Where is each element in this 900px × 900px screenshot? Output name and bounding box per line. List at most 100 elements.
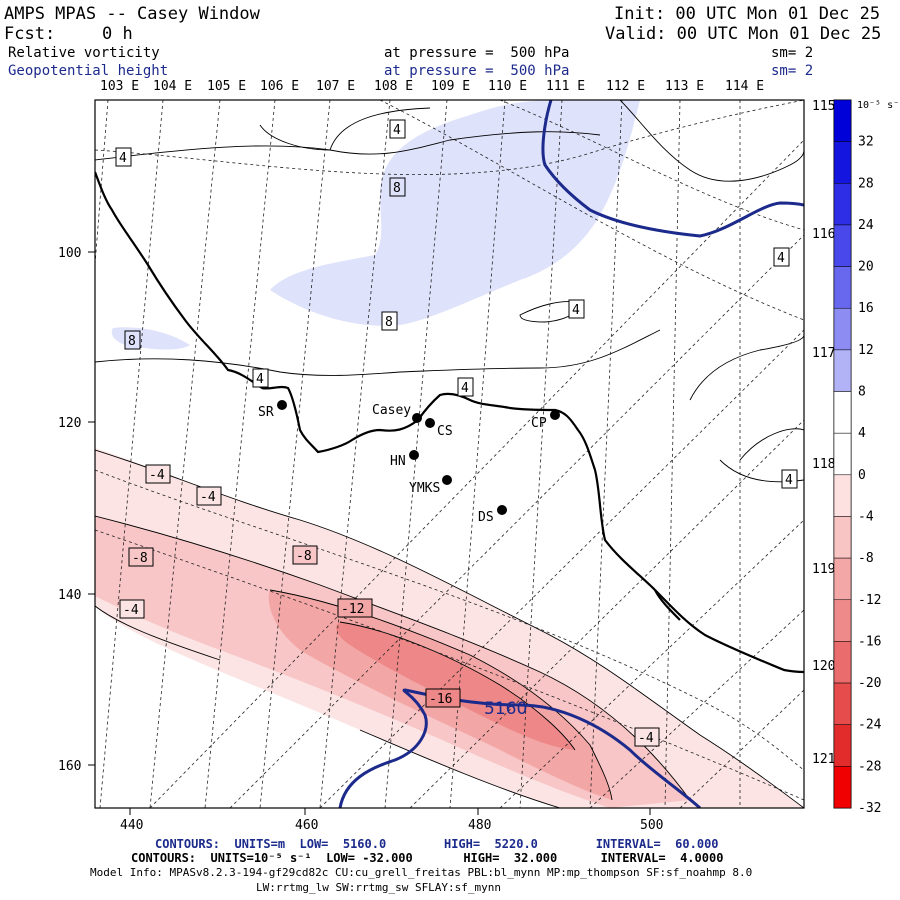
- vorticity-fill-neg16: [336, 622, 575, 750]
- colorbar-level: -8: [858, 551, 874, 566]
- lon-label-106: 106 E: [260, 79, 299, 94]
- contour-label: -4: [196, 486, 222, 506]
- colorbar-level: 32: [858, 135, 874, 150]
- contour-label: -4: [145, 464, 171, 484]
- field-height-smoothing: sm= 2: [771, 63, 814, 79]
- svg-text:4: 4: [572, 303, 580, 318]
- colorbar-level: -20: [858, 676, 881, 691]
- contour-label: 4: [457, 377, 474, 397]
- y-tick-160: 160: [58, 759, 81, 774]
- colorbar-level: -32: [858, 801, 881, 816]
- x-tick-460: 460: [295, 818, 318, 833]
- footer-model-info-2: LW:rrtmg_lw SW:rrtmg_sw SFLAY:sf_mynn: [256, 881, 502, 894]
- vorticity-fill-pos8: [270, 100, 640, 326]
- svg-text:8: 8: [128, 334, 136, 349]
- init-time: Init: 00 UTC Mon 01 Dec 25: [614, 4, 881, 24]
- lon-label-108: 108 E: [374, 79, 413, 94]
- latitude-grid: [95, 100, 804, 801]
- station-label-cp: CP: [531, 416, 547, 431]
- contour-label: 8: [381, 311, 398, 331]
- height-contour-5160: [338, 688, 702, 808]
- lon-label-112: 112 E: [606, 79, 645, 94]
- forecast-label: Fcst:: [4, 24, 56, 44]
- lon-label-114: 114 E: [725, 79, 764, 94]
- station-label-ds: DS: [478, 510, 494, 525]
- colorbar-level: 16: [858, 301, 874, 316]
- svg-text:-12: -12: [341, 602, 364, 617]
- station-marker-ds: [497, 505, 507, 515]
- map-frame: [94, 99, 805, 809]
- colorbar-box: [833, 224, 852, 267]
- svg-text:4: 4: [777, 251, 785, 266]
- colorbar-box: [833, 266, 852, 309]
- vorticity-fill-pos8-small: [111, 327, 190, 350]
- colorbar: 32 28 24 20 16 12 8 4 0 -4 -8 -12 -16 -20 -24 -28 -32 10…: [833, 99, 900, 816]
- x-tick-480: 480: [468, 818, 491, 833]
- footer-vorticity-contours: CONTOURS: UNITS=10⁻⁵ s⁻¹ LOW= -32.000 HI…: [131, 851, 724, 865]
- colorbar-box: [833, 599, 852, 642]
- colorbar-box: [833, 391, 852, 434]
- colorbar-level: 0: [858, 468, 866, 483]
- svg-text:-8: -8: [132, 551, 148, 566]
- colorbar-level: -24: [858, 718, 882, 733]
- svg-text:-16: -16: [429, 692, 452, 707]
- station-marker-cs: [425, 418, 435, 428]
- field-height-pressure: at pressure = 500 hPa: [384, 63, 570, 79]
- colorbar-box: [833, 349, 852, 392]
- station-marker-cp: [550, 410, 560, 420]
- colorbar-level: -4: [858, 509, 874, 524]
- colorbar-level: 4: [858, 426, 866, 441]
- longitude-grid: [95, 100, 804, 808]
- lon-label-113: 113 E: [665, 79, 704, 94]
- colorbar-box: [833, 557, 852, 601]
- svg-text:-8: -8: [296, 549, 312, 564]
- svg-text:4: 4: [461, 381, 469, 396]
- vorticity-fill-neg4: [95, 448, 804, 808]
- field-height-name: Geopotential height: [8, 63, 169, 79]
- station-marker-ymks: [442, 475, 452, 485]
- lon-label-105: 105 E: [207, 79, 246, 94]
- colorbar-level: 28: [858, 176, 874, 191]
- forecast-hour: 0 h: [102, 24, 133, 44]
- colorbar-box: [833, 682, 852, 725]
- station-marker-casey: [412, 413, 422, 423]
- svg-text:-4: -4: [149, 468, 165, 483]
- colorbar-level: -28: [858, 759, 881, 774]
- station-label-cs: CS: [437, 424, 453, 439]
- colorbar-box: [833, 141, 852, 184]
- contour-label: 8: [124, 330, 141, 350]
- colorbar-box: [833, 183, 852, 226]
- station-label-sr: SR: [258, 405, 274, 420]
- svg-text:-4: -4: [200, 490, 216, 505]
- svg-text:4: 4: [256, 372, 264, 387]
- y-tick-140: 140: [58, 588, 81, 603]
- contour-label: 4: [781, 469, 798, 489]
- contour-label: -16: [425, 688, 461, 708]
- contour-label: 4: [389, 119, 406, 139]
- lon-label-103: 103 E: [100, 79, 139, 94]
- svg-text:8: 8: [385, 315, 393, 330]
- contour-label: 4: [252, 368, 269, 388]
- svg-text:-4: -4: [123, 603, 139, 618]
- height-contour-label: 5160: [484, 699, 527, 719]
- lon-label-110: 110 E: [488, 79, 527, 94]
- colorbar-level: 8: [858, 385, 866, 400]
- contour-label: 4: [568, 299, 585, 319]
- field-vorticity-pressure: at pressure = 500 hPa: [384, 45, 570, 61]
- footer-model-info: Model Info: MPASv8.2.3-194-gf29cd82c CU:…: [90, 866, 753, 879]
- field-vorticity-smoothing: sm= 2: [771, 45, 814, 61]
- colorbar-box: [833, 99, 852, 142]
- x-tick-440: 440: [120, 818, 143, 833]
- colorbar-level: 24: [858, 218, 874, 233]
- lon-label-111: 111 E: [546, 79, 585, 94]
- station-marker-hn: [409, 450, 419, 460]
- colorbar-level: -12: [858, 593, 881, 608]
- colorbar-level: 20: [858, 260, 874, 275]
- svg-text:5160: 5160: [484, 699, 527, 719]
- svg-text:-4: -4: [638, 731, 654, 746]
- lon-label-109: 109 E: [431, 79, 470, 94]
- colorbar-box: [833, 474, 852, 517]
- plot-title: AMPS MPAS -- Casey Window: [4, 4, 260, 24]
- colorbar-level: -16: [858, 634, 881, 649]
